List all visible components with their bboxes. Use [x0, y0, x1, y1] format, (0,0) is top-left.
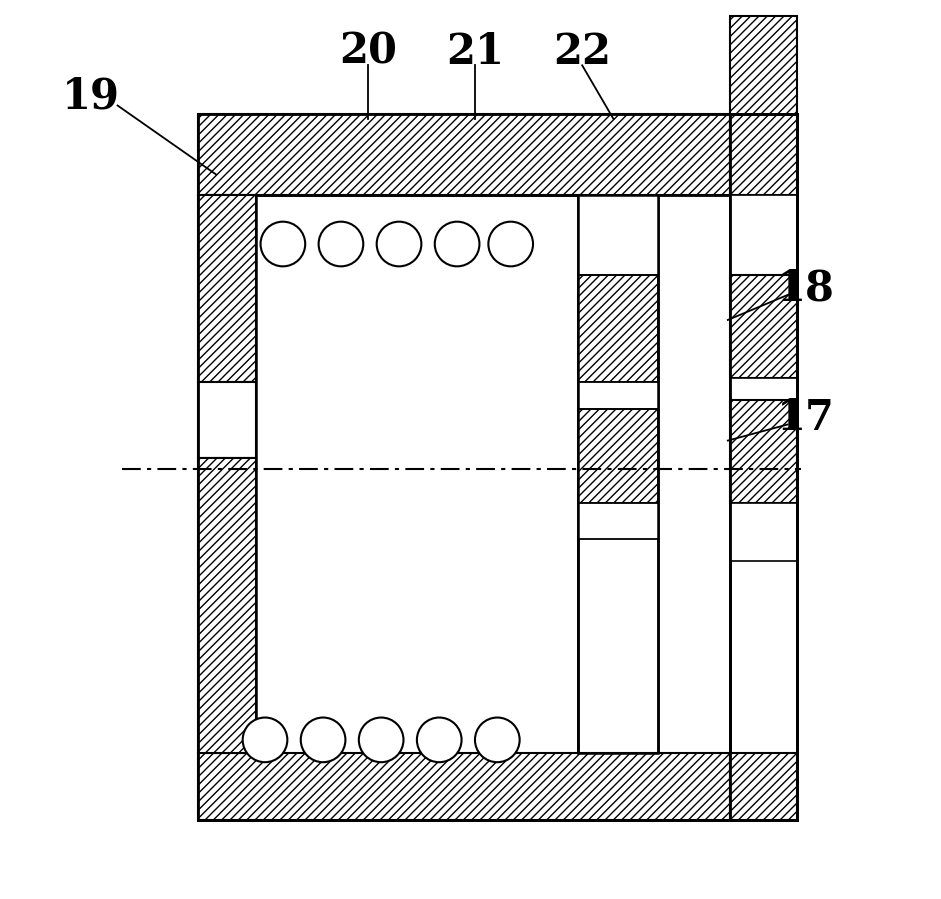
Bar — [198, 114, 729, 195]
Bar — [578, 503, 658, 539]
Text: 19: 19 — [62, 76, 120, 118]
Circle shape — [243, 717, 287, 762]
Bar — [198, 195, 256, 382]
Bar — [198, 114, 797, 195]
Bar — [256, 195, 578, 753]
Bar — [578, 195, 658, 753]
Bar — [198, 458, 256, 753]
Bar — [729, 400, 797, 503]
Bar — [578, 275, 658, 382]
Bar — [729, 114, 797, 820]
Text: 18: 18 — [776, 268, 835, 309]
Bar — [198, 114, 729, 820]
Bar — [729, 753, 797, 820]
Bar — [729, 16, 797, 195]
Bar — [729, 378, 797, 400]
Bar — [198, 753, 729, 820]
Circle shape — [435, 222, 479, 266]
Text: 21: 21 — [446, 31, 504, 73]
Bar — [578, 195, 658, 753]
Bar — [198, 114, 797, 820]
Text: 17: 17 — [776, 397, 835, 440]
Circle shape — [475, 717, 519, 762]
Circle shape — [376, 222, 422, 266]
Bar — [729, 114, 797, 820]
Circle shape — [301, 717, 345, 762]
Bar — [729, 275, 797, 378]
Text: 22: 22 — [553, 31, 612, 73]
Bar — [578, 409, 658, 503]
Bar — [729, 195, 797, 275]
Bar — [198, 753, 797, 820]
Circle shape — [488, 222, 533, 266]
Bar — [198, 382, 256, 458]
Circle shape — [261, 222, 305, 266]
Circle shape — [417, 717, 462, 762]
Circle shape — [359, 717, 404, 762]
Text: 20: 20 — [339, 31, 397, 73]
Bar — [578, 382, 658, 409]
Bar — [729, 503, 797, 561]
Bar — [578, 195, 658, 275]
Circle shape — [319, 222, 363, 266]
